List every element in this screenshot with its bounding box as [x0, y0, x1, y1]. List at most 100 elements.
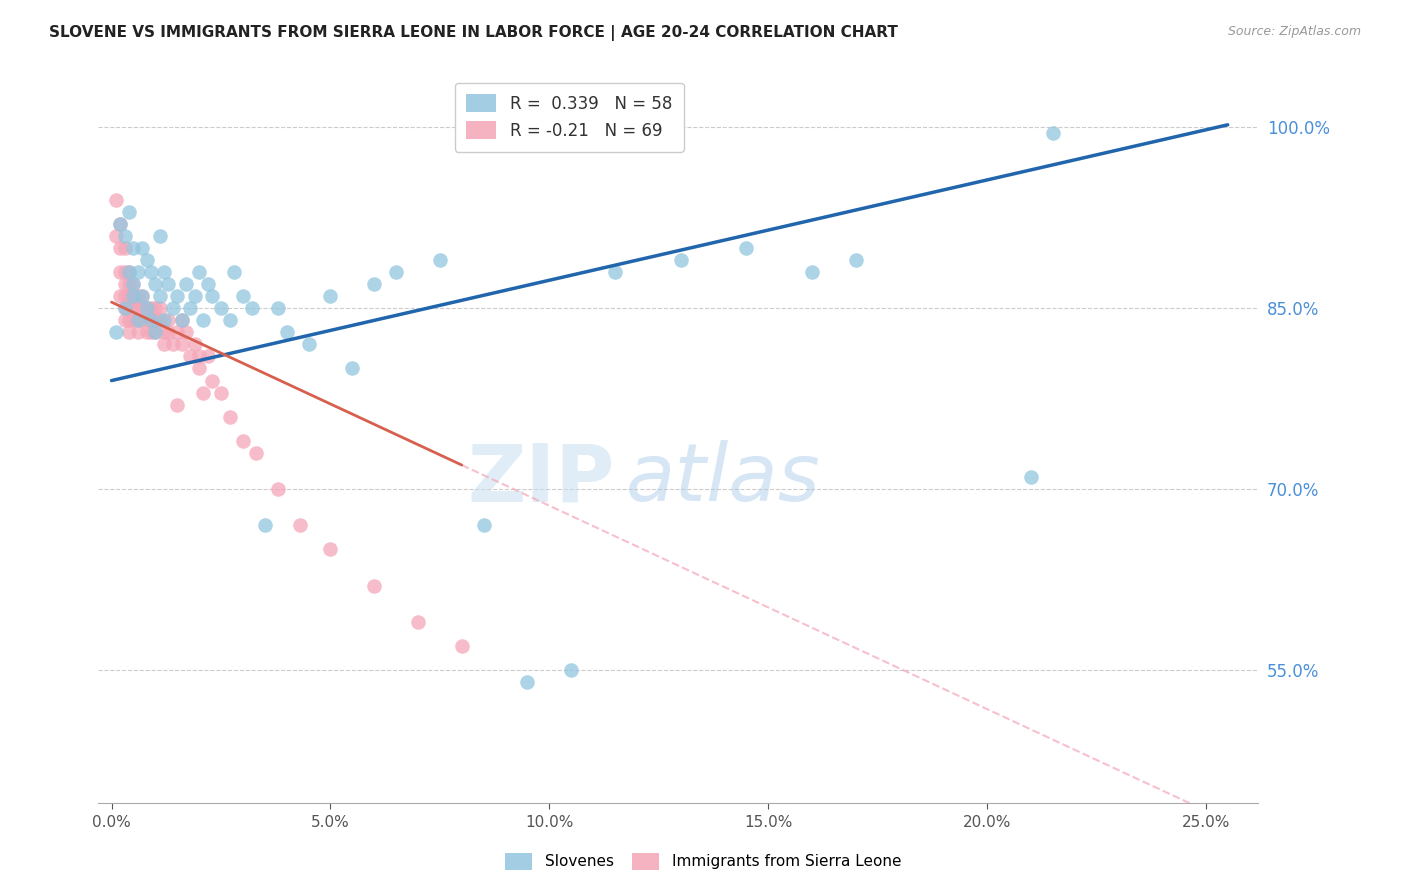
- Point: [104, 228, 127, 243]
- Point: [118, 313, 141, 327]
- Point: [174, 326, 197, 340]
- Point: [118, 265, 141, 279]
- Text: SLOVENE VS IMMIGRANTS FROM SIERRA LEONE IN LABOR FORCE | AGE 20-24 CORRELATION C: SLOVENE VS IMMIGRANTS FROM SIERRA LEONE …: [49, 25, 898, 41]
- Text: ZIP: ZIP: [467, 440, 614, 518]
- Point: [110, 241, 132, 255]
- Point: [118, 204, 141, 219]
- Point: [267, 301, 290, 315]
- Point: [363, 277, 385, 291]
- Point: [153, 265, 176, 279]
- Point: [253, 518, 276, 533]
- Point: [110, 289, 132, 303]
- Point: [157, 277, 180, 291]
- Point: [669, 252, 692, 267]
- Point: [560, 663, 582, 677]
- Point: [139, 265, 162, 279]
- Point: [122, 277, 145, 291]
- Point: [135, 326, 157, 340]
- Point: [139, 313, 162, 327]
- Point: [149, 301, 172, 315]
- Point: [845, 252, 868, 267]
- Point: [114, 289, 136, 303]
- Point: [149, 313, 172, 327]
- Point: [110, 217, 132, 231]
- Point: [122, 241, 145, 255]
- Point: [232, 434, 254, 448]
- Point: [135, 301, 157, 315]
- Point: [114, 265, 136, 279]
- Point: [127, 265, 149, 279]
- Point: [218, 409, 240, 424]
- Point: [153, 326, 176, 340]
- Point: [276, 326, 298, 340]
- Point: [104, 193, 127, 207]
- Point: [170, 337, 193, 351]
- Point: [209, 385, 232, 400]
- Point: [342, 361, 364, 376]
- Point: [143, 277, 166, 291]
- Point: [149, 289, 172, 303]
- Point: [131, 301, 153, 315]
- Point: [179, 301, 201, 315]
- Point: [157, 326, 180, 340]
- Point: [127, 326, 149, 340]
- Point: [131, 289, 153, 303]
- Point: [114, 301, 136, 315]
- Point: [288, 518, 311, 533]
- Text: atlas: atlas: [626, 440, 821, 518]
- Point: [197, 350, 219, 364]
- Point: [224, 265, 246, 279]
- Point: [800, 265, 823, 279]
- Point: [118, 277, 141, 291]
- Point: [450, 639, 472, 653]
- Point: [174, 277, 197, 291]
- Point: [114, 301, 136, 315]
- Point: [135, 313, 157, 327]
- Legend: R =  0.339   N = 58, R = -0.21   N = 69: R = 0.339 N = 58, R = -0.21 N = 69: [454, 83, 683, 152]
- Point: [162, 337, 184, 351]
- Point: [319, 289, 342, 303]
- Point: [201, 289, 224, 303]
- Point: [127, 313, 149, 327]
- Point: [143, 326, 166, 340]
- Point: [143, 301, 166, 315]
- Point: [162, 301, 184, 315]
- Point: [297, 337, 319, 351]
- Point: [179, 350, 201, 364]
- Point: [135, 252, 157, 267]
- Point: [143, 313, 166, 327]
- Point: [127, 301, 149, 315]
- Point: [197, 277, 219, 291]
- Point: [139, 326, 162, 340]
- Point: [183, 289, 205, 303]
- Point: [114, 228, 136, 243]
- Point: [170, 313, 193, 327]
- Point: [118, 326, 141, 340]
- Point: [218, 313, 240, 327]
- Point: [118, 301, 141, 315]
- Point: [114, 277, 136, 291]
- Point: [143, 326, 166, 340]
- Point: [118, 289, 141, 303]
- Point: [127, 289, 149, 303]
- Point: [429, 252, 451, 267]
- Point: [1019, 470, 1042, 484]
- Point: [170, 313, 193, 327]
- Point: [139, 301, 162, 315]
- Point: [131, 313, 153, 327]
- Point: [157, 313, 180, 327]
- Point: [114, 241, 136, 255]
- Point: [267, 482, 290, 496]
- Point: [118, 265, 141, 279]
- Point: [209, 301, 232, 315]
- Point: [240, 301, 263, 315]
- Point: [193, 313, 215, 327]
- Point: [245, 446, 267, 460]
- Point: [516, 675, 538, 690]
- Legend: Slovenes, Immigrants from Sierra Leone: Slovenes, Immigrants from Sierra Leone: [498, 846, 908, 877]
- Point: [1042, 126, 1064, 140]
- Point: [166, 398, 188, 412]
- Point: [122, 289, 145, 303]
- Point: [188, 265, 211, 279]
- Point: [131, 289, 153, 303]
